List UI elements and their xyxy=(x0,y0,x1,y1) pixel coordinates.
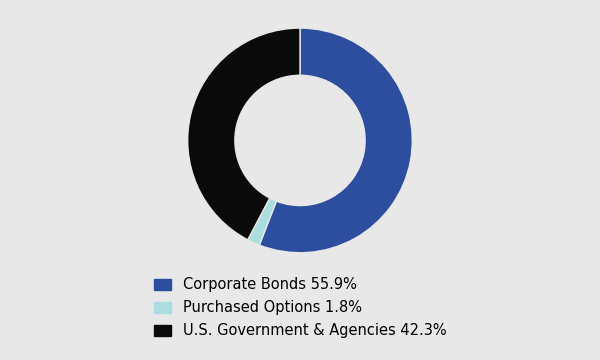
Wedge shape xyxy=(248,198,277,245)
Wedge shape xyxy=(259,28,412,253)
Legend: Corporate Bonds 55.9%, Purchased Options 1.8%, U.S. Government & Agencies 42.3%: Corporate Bonds 55.9%, Purchased Options… xyxy=(146,270,454,346)
Wedge shape xyxy=(188,28,300,240)
